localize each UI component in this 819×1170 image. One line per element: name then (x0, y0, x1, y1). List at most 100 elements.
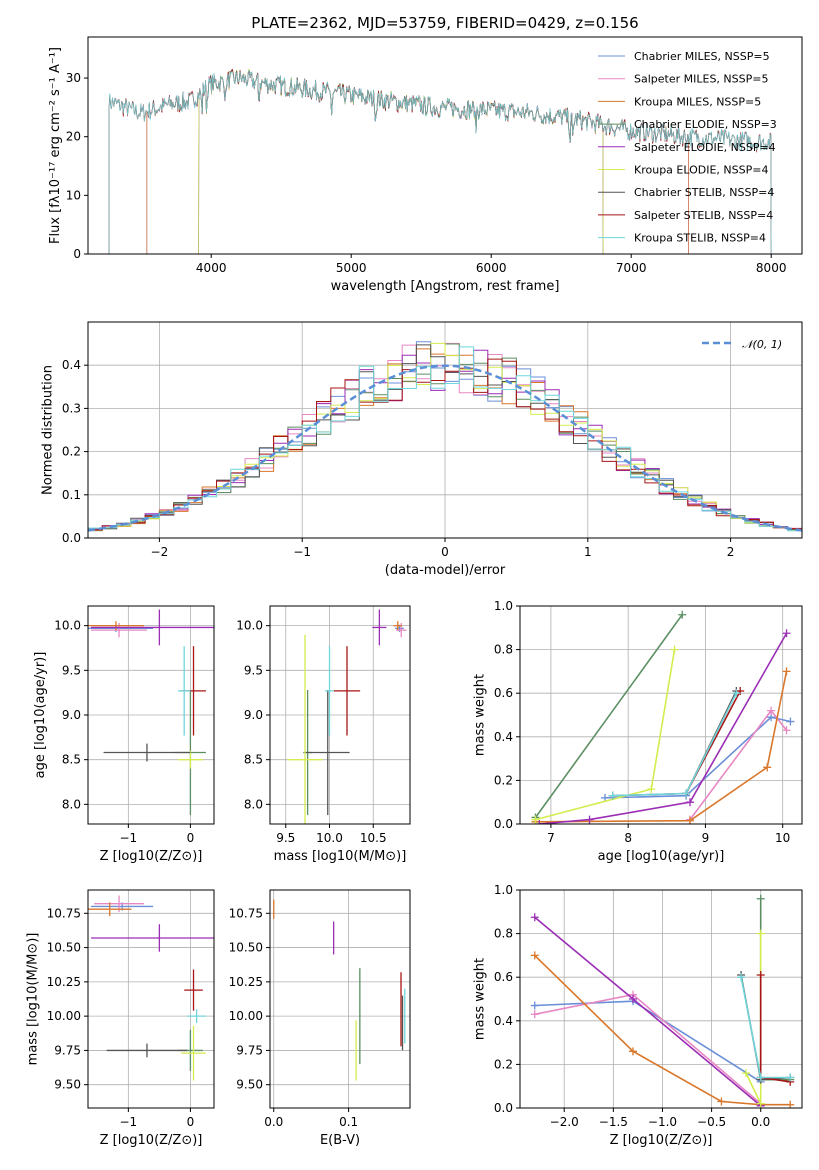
weight-vs-Z-ytick-label: 0.4 (494, 1014, 513, 1028)
mass-vs-EBV-ytick-label: 10.25 (229, 975, 263, 989)
age-vs-mass-ytick-label: 8.0 (244, 797, 263, 811)
mass-vs-EBV-xlabel: E(B-V) (320, 1133, 360, 1148)
residuals-xtick-label: −1 (293, 545, 311, 559)
legend-entry: Kroupa STELIB, NSSP=4 (634, 232, 766, 245)
weight-marker (786, 1073, 795, 1082)
residuals-ylabel: Normed distribution (41, 365, 56, 495)
mass-vs-Z-xtick-label: −1 (119, 1115, 137, 1129)
age-vs-Z-frame (87, 605, 215, 825)
weight-vs-age-xlabel: age [log10(age/yr)] (598, 849, 725, 864)
age-vs-mass-frame (269, 605, 411, 825)
spectrum-legend: Chabrier MILES, NSSP=5 Salpeter MILES, NS… (598, 50, 777, 245)
error-bar-point (106, 1043, 188, 1058)
error-bar-point (187, 1009, 206, 1023)
age-vs-mass-xtick-label: 10.0 (316, 831, 343, 845)
weight-series-line (535, 671, 788, 823)
age-vs-Z-ytick-label: 8.5 (62, 753, 81, 767)
weight-vs-Z-ytick-label: 0.0 (494, 1101, 513, 1115)
weight-marker (756, 1073, 765, 1082)
mass-vs-Z-plot-area (88, 895, 214, 1081)
weight-vs-age-xtick-label: 8 (624, 831, 632, 845)
age-vs-Z-ytick-label: 9.5 (62, 663, 81, 677)
error-bar-point (91, 609, 214, 646)
spectrum-series-line (146, 68, 689, 254)
mass-vs-Z-frame (87, 889, 215, 1109)
error-bar-point (305, 689, 350, 816)
residuals-xtick-label: 0 (441, 545, 449, 559)
weight-series-line (612, 690, 738, 797)
weight-marker (530, 1010, 539, 1019)
weight-vs-Z-panel: −2.0 −1.5 −1.0 −0.5 0.0 0.0 0.2 0.4 0.6 0.8 1.0 Z [… (473, 883, 803, 1148)
weight-series-line (759, 975, 791, 1083)
mass-vs-EBV-frame (269, 889, 411, 1109)
weight-series-line (740, 977, 791, 1079)
weight-series-line (534, 614, 683, 818)
legend-entry: 𝒩(0, 1) (742, 338, 782, 351)
weight-vs-Z-ytick-label: 0.8 (494, 927, 513, 941)
weight-marker (763, 763, 772, 772)
spectrum-ytick-label: 30 (66, 71, 81, 85)
spectrum-plot-area (108, 68, 772, 254)
weight-marker (756, 894, 765, 903)
figure-title: PLATE=2362, MJD=53759, FIBERID=0429, z=0… (251, 14, 638, 32)
weight-marker (717, 1097, 726, 1106)
spectrum-xlabel: wavelength [Angstrom, rest frame] (331, 279, 560, 294)
weight-marker (678, 610, 687, 619)
weight-marker (756, 929, 765, 938)
weight-vs-age-ytick-label: 0.0 (494, 817, 513, 831)
weight-vs-Z-xtick-label: −1.0 (648, 1115, 677, 1129)
weight-marker (786, 717, 795, 726)
age-vs-Z-plot-area (88, 609, 214, 816)
age-vs-Z-ytick-label: 9.0 (62, 708, 81, 722)
legend-entry: Chabrier MILES, NSSP=5 (634, 50, 770, 63)
weight-marker (767, 706, 776, 715)
age-vs-mass-xlabel: mass [log10(M/M⊙)] (274, 849, 407, 864)
weight-marker (782, 629, 791, 638)
weight-vs-age-ytick-label: 0.2 (494, 773, 513, 787)
error-bar-point (178, 646, 191, 736)
residuals-frame (87, 321, 803, 539)
weight-vs-Z-xtick-label: −2.0 (550, 1115, 579, 1129)
spectrum-series-line (146, 69, 689, 254)
mass-vs-EBV-xtick-label: 0.0 (264, 1115, 283, 1129)
weight-marker (737, 973, 746, 982)
weight-vs-age-ytick-label: 0.4 (494, 730, 513, 744)
weight-marker (530, 1001, 539, 1010)
weight-marker (585, 815, 594, 824)
residuals-xtick-label: 2 (727, 545, 735, 559)
legend-entry: Chabrier ELODIE, NSSP=3 (634, 118, 777, 131)
weight-marker (732, 689, 741, 698)
spectrum-frame (87, 36, 803, 255)
weight-marker (756, 971, 765, 980)
mass-vs-Z-ylabel: mass [log10(M/M⊙)] (26, 933, 41, 1066)
residuals-ytick-label: 0.2 (62, 445, 81, 459)
weight-vs-Z-plot-area (530, 894, 795, 1108)
weight-vs-Z-frame (519, 889, 803, 1109)
legend-entry: Salpeter STELIB, NSSP=4 (634, 209, 773, 222)
age-vs-Z-ytick-label: 10.0 (54, 619, 81, 633)
residuals-panel: −2 −1 0 1 2 0.0 0.1 0.2 0.3 0.4 (data-model)/error… (41, 321, 803, 578)
mass-vs-Z-xlabel: Z [log10(Z/Z⊙)] (100, 1133, 203, 1148)
weight-marker (647, 785, 656, 794)
weight-vs-age-xtick-label: 9 (702, 831, 710, 845)
weight-series-line (759, 898, 791, 1081)
weight-vs-Z-ytick-label: 1.0 (494, 883, 513, 897)
age-vs-mass-ytick-label: 8.5 (244, 753, 263, 767)
residuals-xlabel: (data-model)/error (385, 563, 506, 578)
mass-vs-EBV-panel: 0.0 0.1 9.50 9.75 10.00 10.25 10.50 10.75 E(B-V) (229, 889, 411, 1148)
mass-vs-Z-ytick-label: 10.25 (47, 975, 81, 989)
age-vs-mass-ytick-label: 9.0 (244, 708, 263, 722)
mass-vs-EBV-xtick-label: 0.1 (339, 1115, 358, 1129)
weight-marker (608, 791, 617, 800)
error-bar-point (333, 646, 361, 736)
age-vs-mass-panel: 9.5 10.0 10.5 8.0 8.5 9.0 9.5 10.0 mass [log10(M… (236, 605, 411, 864)
error-bar-point (91, 924, 214, 952)
weight-marker (531, 815, 540, 824)
weight-series-line (534, 916, 762, 1107)
residual-histogram (88, 346, 802, 532)
weight-marker (685, 816, 694, 824)
weight-marker (786, 1100, 795, 1108)
weight-marker (782, 667, 791, 676)
weight-marker (628, 995, 637, 1003)
weight-vs-Z-xtick-label: −0.5 (697, 1115, 726, 1129)
